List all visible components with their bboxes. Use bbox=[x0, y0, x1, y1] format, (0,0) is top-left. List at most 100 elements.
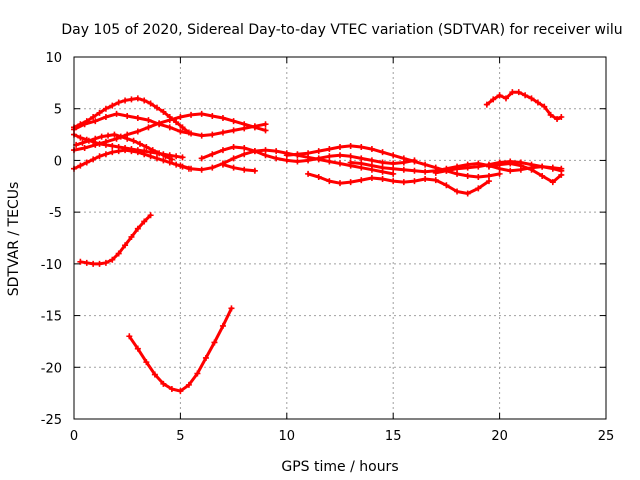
data-point bbox=[211, 339, 218, 346]
data-point bbox=[464, 164, 471, 171]
data-point bbox=[368, 146, 375, 153]
y-tick-label: 10 bbox=[45, 51, 62, 66]
data-point bbox=[130, 137, 137, 144]
data-point bbox=[145, 124, 152, 131]
data-point bbox=[273, 148, 280, 155]
data-point bbox=[209, 151, 216, 158]
data-point bbox=[92, 135, 99, 142]
data-point bbox=[432, 169, 439, 176]
y-axis-label: SDTVAR / TECUs bbox=[6, 182, 22, 297]
data-point bbox=[219, 147, 226, 154]
data-point bbox=[134, 95, 141, 102]
data-point bbox=[534, 99, 541, 106]
data-point bbox=[177, 128, 184, 135]
data-point bbox=[230, 118, 237, 125]
data-point bbox=[411, 178, 418, 185]
data-point bbox=[160, 108, 167, 115]
data-point bbox=[128, 96, 135, 103]
y-tick-label: -20 bbox=[41, 361, 62, 376]
data-point bbox=[141, 97, 148, 104]
data-point bbox=[326, 178, 333, 185]
data-point bbox=[262, 127, 269, 134]
data-point bbox=[241, 151, 248, 158]
data-point bbox=[522, 92, 529, 99]
data-point bbox=[177, 113, 184, 120]
data-point bbox=[111, 131, 118, 138]
data-point bbox=[209, 131, 216, 138]
data-point bbox=[90, 113, 97, 120]
data-point bbox=[422, 176, 429, 183]
data-point bbox=[400, 179, 407, 186]
data-point bbox=[109, 102, 116, 109]
data-point bbox=[337, 152, 343, 159]
series-arc15 bbox=[485, 160, 565, 186]
data-point bbox=[507, 160, 514, 167]
data-point bbox=[77, 134, 84, 141]
data-point bbox=[124, 135, 131, 142]
data-point bbox=[115, 148, 122, 155]
data-point bbox=[262, 152, 269, 159]
series-line bbox=[74, 133, 174, 161]
data-point bbox=[326, 153, 333, 160]
data-point bbox=[241, 166, 248, 173]
data-point bbox=[358, 155, 365, 162]
data-point bbox=[347, 159, 354, 166]
data-point bbox=[454, 170, 461, 177]
series-arc5 bbox=[73, 131, 175, 163]
data-point bbox=[547, 111, 554, 118]
data-point bbox=[368, 162, 375, 169]
data-point bbox=[475, 173, 482, 180]
data-point bbox=[219, 129, 226, 136]
data-point bbox=[400, 166, 407, 173]
data-point bbox=[475, 185, 482, 192]
series-line bbox=[78, 213, 153, 266]
data-point bbox=[507, 167, 514, 174]
data-point bbox=[128, 148, 135, 155]
axis-ticks: 0 5 10 15 20 25 -25 -20 -15 -10 -5 0 5 10 bbox=[41, 51, 615, 444]
data-point bbox=[194, 370, 201, 377]
data-point bbox=[160, 157, 167, 164]
data-point bbox=[485, 163, 492, 170]
data-point bbox=[198, 132, 205, 139]
data-point bbox=[198, 155, 205, 162]
data-point bbox=[368, 175, 375, 182]
data-point bbox=[315, 173, 322, 180]
data-point bbox=[305, 157, 312, 164]
data-point bbox=[219, 322, 226, 329]
data-point bbox=[464, 190, 471, 197]
data-point bbox=[539, 172, 546, 179]
data-point bbox=[241, 145, 248, 152]
data-point bbox=[390, 165, 397, 172]
data-point bbox=[515, 89, 522, 96]
series-arc3 bbox=[71, 95, 192, 136]
x-tick-label: 5 bbox=[176, 429, 184, 444]
series-arc11 bbox=[283, 142, 503, 180]
data-point bbox=[102, 151, 109, 158]
data-point bbox=[109, 256, 116, 263]
data-point bbox=[153, 104, 160, 111]
data-point bbox=[185, 129, 192, 136]
data-point bbox=[251, 167, 258, 174]
data-point bbox=[219, 161, 226, 168]
data-point bbox=[198, 110, 205, 117]
data-point bbox=[347, 153, 354, 160]
data-point bbox=[188, 111, 195, 118]
series-line bbox=[306, 172, 491, 195]
data-point bbox=[96, 260, 103, 267]
data-point bbox=[230, 164, 237, 171]
data-point bbox=[509, 89, 516, 96]
y-tick-label: 0 bbox=[54, 154, 62, 169]
data-point bbox=[517, 162, 524, 169]
data-point bbox=[539, 163, 546, 170]
x-tick-label: 15 bbox=[385, 429, 402, 444]
y-tick-label: 5 bbox=[54, 103, 62, 118]
data-point bbox=[166, 113, 173, 120]
data-point bbox=[483, 101, 490, 108]
data-point bbox=[305, 150, 312, 157]
data-point bbox=[485, 178, 492, 185]
series-arc12 bbox=[305, 170, 492, 197]
data-point bbox=[230, 143, 237, 150]
data-point bbox=[166, 159, 173, 166]
data-point bbox=[305, 170, 312, 177]
data-point bbox=[379, 176, 386, 183]
